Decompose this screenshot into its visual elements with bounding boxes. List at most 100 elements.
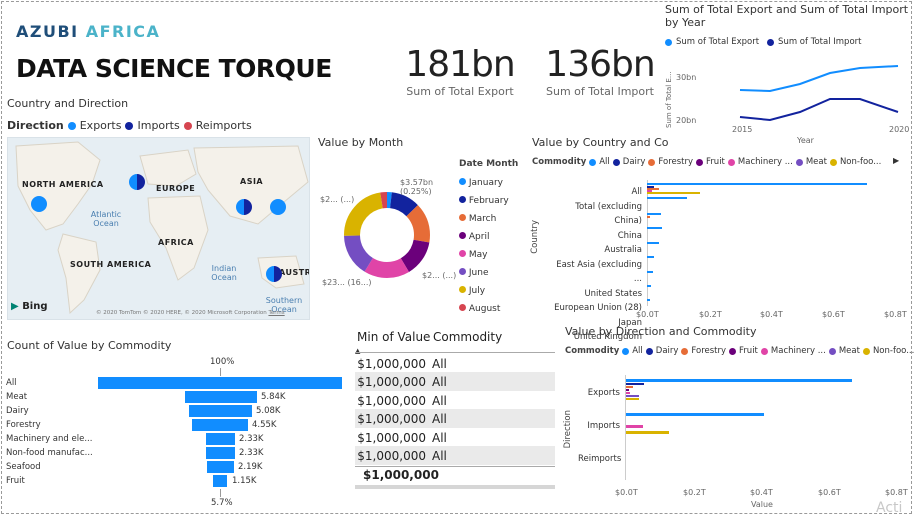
direction-legend-machinery: Machinery ... (770, 346, 826, 356)
legend-exports: Exports (79, 119, 122, 132)
bar-australia-all (647, 227, 662, 229)
country-xtick-3: $0.6T (822, 310, 845, 319)
export-line (739, 65, 899, 93)
country-legend-forestry: Forestry (658, 157, 694, 167)
donut-label-bottom-left: $23... (16...) (322, 278, 372, 287)
table-row[interactable]: $1,000,000 All (355, 409, 555, 428)
kpi-import-value: 136bn (545, 44, 655, 85)
table-row[interactable]: $1,000,000 All (357, 356, 447, 371)
funnel-cat-nonfood: Non-food manufac... (6, 448, 93, 458)
map-label-atlantic: Atlantic Ocean (90, 210, 122, 228)
sort-ascending-icon[interactable]: ▲ (355, 347, 361, 355)
world-map[interactable]: NORTH AMERICA EUROPE ASIA AFRICA SOUTH A… (7, 137, 310, 320)
funnel-cat-all: All (6, 378, 17, 388)
watermark-text: Acti (876, 500, 903, 516)
table-row[interactable]: $1,000,000 All (355, 446, 555, 465)
bar-eu-all (647, 271, 653, 273)
funnel-cat-forestry: Forestry (6, 420, 41, 430)
map-bubble-north-america[interactable] (31, 196, 47, 212)
legend-export: Sum of Total Export (676, 37, 760, 47)
bar-exports-forestry (626, 386, 633, 388)
direction-legend-title: Commodity (565, 346, 620, 356)
kpi-export-card[interactable]: 181bn Sum of Total Export (405, 44, 515, 98)
line-ytick-30: 30bn (676, 73, 697, 82)
map-terms-link[interactable]: Terms (268, 310, 285, 316)
line-chart-legend[interactable]: Sum of Total Export Sum of Total Import (665, 37, 861, 47)
map-label-australia: AUSTRALIA (279, 268, 309, 277)
kpi-import-card[interactable]: 136bn Sum of Total Import (545, 44, 655, 98)
bing-logo: ▶ Bing (11, 301, 48, 312)
donut-label-bottom-right: $2... (...) (422, 271, 457, 280)
table-row[interactable]: $1,000,000 All (355, 372, 555, 391)
table-total-divider (355, 466, 555, 467)
donut-slice-july (344, 192, 430, 278)
map-bubble-australia[interactable] (266, 266, 282, 282)
direction-cat-exports: Exports (587, 388, 620, 398)
direction-legend-fruit: Fruit (739, 346, 758, 356)
table-header-min-value[interactable]: Min of Value (357, 330, 431, 344)
map-legend[interactable]: Direction Exports Imports Reimports (7, 119, 252, 132)
legend-may: May (468, 250, 488, 260)
map-bubble-europe[interactable] (129, 174, 145, 190)
funnel-val-seafood: 2.19K (238, 462, 263, 472)
legend-april: April (468, 232, 490, 242)
donut-slice-may (344, 192, 430, 278)
direction-cat-reimports: Reimports (578, 454, 622, 464)
funnel-bar-meat[interactable] (185, 391, 257, 403)
bar-exports-machinery (626, 392, 630, 394)
donut-chart[interactable] (344, 192, 430, 278)
bar-exports-dairy (626, 383, 644, 385)
direction-chart-bars[interactable] (626, 378, 896, 478)
country-xtick-1: $0.2T (699, 310, 722, 319)
country-legend-next-icon[interactable]: ▶ (893, 156, 900, 165)
map-label-europe: EUROPE (156, 184, 196, 193)
direction-chart-ylabel: Direction (563, 410, 573, 449)
bar-exports-nonfood (626, 398, 639, 400)
line-chart-plot[interactable] (738, 60, 903, 125)
funnel-bottom-marker (220, 489, 221, 497)
direction-xtick-4: $0.8T (885, 488, 908, 497)
funnel-bar-nonfood[interactable] (206, 447, 235, 459)
table-row[interactable]: $1,000,000 All (357, 393, 447, 408)
funnel-title: Count of Value by Commodity (7, 339, 172, 352)
funnel-val-dairy: 5.08K (256, 406, 281, 416)
table-row[interactable]: $1,000,000 All (357, 430, 447, 445)
direction-legend-nonfood: Non-foo... (872, 346, 914, 356)
direction-chart-legend[interactable]: Commodity All Dairy Forestry Fruit Machi… (565, 346, 914, 356)
funnel-bar-dairy[interactable] (189, 405, 252, 417)
kpi-export-label: Sum of Total Export (406, 85, 514, 98)
line-chart-ylabel: Sum of Total E... (665, 71, 673, 128)
legend-august: August (468, 304, 501, 314)
map-label-indian: Indian Ocean (211, 264, 237, 282)
direction-xtick-0: $0.0T (615, 488, 638, 497)
donut-legend-title: Date Month (459, 159, 519, 169)
funnel-bar-forestry[interactable] (192, 419, 248, 431)
map-bubble-asia-1[interactable] (236, 199, 252, 215)
direction-legend-forestry: Forestry (691, 346, 727, 356)
funnel-bar-machinery[interactable] (206, 433, 235, 445)
bar-eastasia-all (647, 242, 659, 244)
direction-xtick-2: $0.4T (750, 488, 773, 497)
donut-legend[interactable]: January February March April May June Ju… (459, 174, 509, 318)
table-header-commodity[interactable]: Commodity (433, 330, 503, 344)
map-landmass (15, 141, 309, 315)
country-legend-all: All (599, 157, 610, 167)
funnel-bar-seafood[interactable] (207, 461, 234, 473)
country-legend-meat: Meat (805, 157, 827, 167)
donut-label-top-left: $2... (...) (320, 195, 355, 204)
table-header-divider (355, 352, 555, 353)
country-chart-legend[interactable]: Commodity All Dairy Forestry Fruit Machi… (532, 157, 881, 167)
direction-legend-all: All (632, 346, 643, 356)
funnel-bar-fruit[interactable] (213, 475, 227, 487)
country-xtick-2: $0.4T (760, 310, 783, 319)
kpi-import-label: Sum of Total Import (546, 85, 654, 98)
bar-japan-all (647, 285, 651, 287)
table-scrollbar[interactable] (355, 485, 555, 489)
donut-slice-march (344, 192, 430, 278)
funnel-bar-all[interactable] (98, 377, 342, 389)
direction-legend-meat: Meat (838, 346, 860, 356)
direction-legend-dairy: Dairy (655, 346, 679, 356)
map-bubble-asia-2[interactable] (270, 199, 286, 215)
country-chart-bars[interactable] (647, 181, 897, 307)
